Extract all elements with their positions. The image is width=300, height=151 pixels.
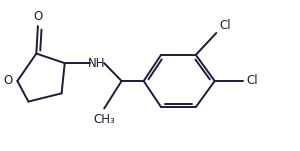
Text: O: O [3, 74, 13, 87]
Text: O: O [33, 10, 43, 23]
Text: NH: NH [88, 57, 105, 70]
Text: Cl: Cl [246, 74, 258, 87]
Text: CH₃: CH₃ [93, 112, 115, 126]
Text: Cl: Cl [220, 19, 231, 32]
